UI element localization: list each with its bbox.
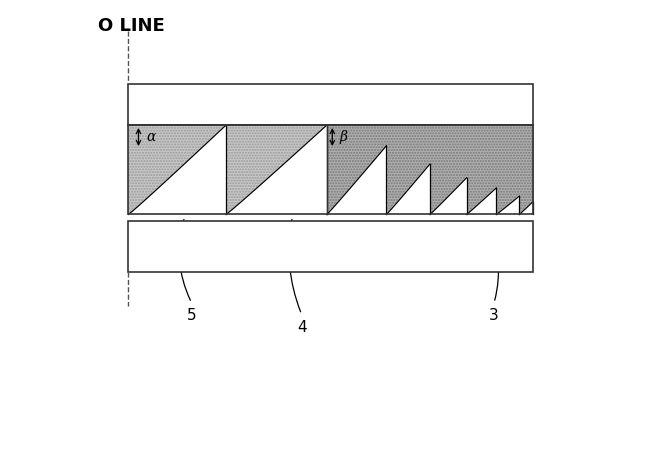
Bar bbox=[129, 221, 533, 272]
Polygon shape bbox=[519, 201, 533, 214]
Polygon shape bbox=[386, 164, 430, 214]
Polygon shape bbox=[467, 188, 496, 214]
Text: β: β bbox=[339, 130, 347, 144]
Bar bbox=[129, 125, 327, 214]
Text: α: α bbox=[147, 130, 156, 144]
Bar bbox=[327, 125, 533, 214]
Bar bbox=[129, 125, 327, 214]
Polygon shape bbox=[430, 178, 467, 214]
Bar bbox=[129, 125, 533, 214]
Bar bbox=[129, 84, 533, 125]
Text: 3: 3 bbox=[489, 308, 499, 324]
Polygon shape bbox=[327, 146, 386, 214]
Polygon shape bbox=[129, 125, 226, 214]
Text: O LINE: O LINE bbox=[98, 18, 164, 35]
Polygon shape bbox=[496, 196, 519, 214]
Polygon shape bbox=[226, 125, 327, 214]
Text: 5: 5 bbox=[187, 308, 197, 324]
Bar bbox=[327, 125, 533, 214]
Text: 4: 4 bbox=[297, 320, 306, 335]
